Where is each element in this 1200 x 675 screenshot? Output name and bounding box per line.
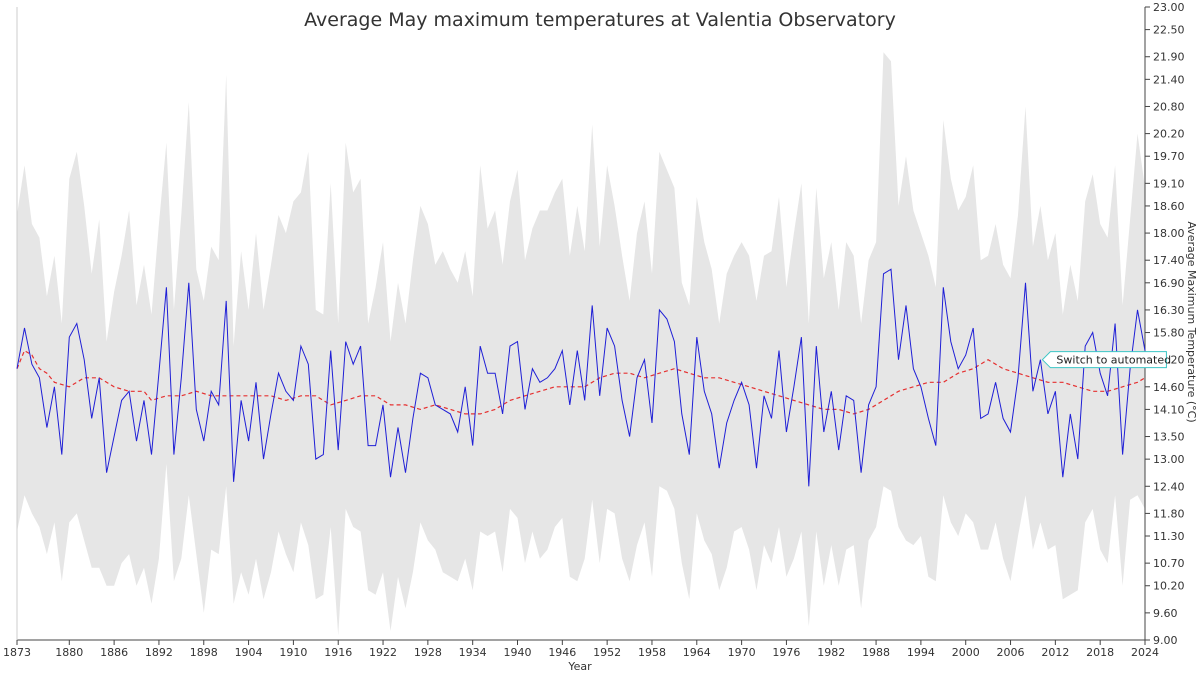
x-tick-label: 1898 (190, 646, 218, 659)
x-tick-label: 1922 (369, 646, 397, 659)
y-tick-label: 10.20 (1153, 580, 1185, 593)
x-tick-label: 2018 (1086, 646, 1114, 659)
y-tick-label: 16.90 (1153, 277, 1185, 290)
x-tick-label: 2024 (1131, 646, 1159, 659)
x-tick-label: 1988 (862, 646, 890, 659)
x-tick-label: 1910 (279, 646, 307, 659)
x-tick-label: 1904 (235, 646, 263, 659)
x-tick-label: 1892 (145, 646, 173, 659)
x-tick-label: 1928 (414, 646, 442, 659)
annotation-callout (1041, 351, 1167, 369)
x-tick-label: 1994 (907, 646, 935, 659)
axes-layer (16, 7, 1146, 641)
x-tick-label: 1934 (459, 646, 487, 659)
x-tick-layer: 1873 1880 1886 1892 1898 1904 1910 1916 1922 1928… (3, 640, 1159, 659)
series-line (16, 268, 1146, 487)
x-tick-label: 1958 (638, 646, 666, 659)
y-tick-label: 18.00 (1153, 227, 1185, 240)
y-tick-label: 21.40 (1153, 73, 1185, 86)
x-tick-label: 1946 (548, 646, 576, 659)
chart-title: Average May maximum temperatures at Vale… (304, 9, 896, 31)
smoothed-line-layer (16, 349, 1146, 415)
y-tick-label: 20.80 (1153, 100, 1185, 113)
x-tick-label: 1952 (593, 646, 621, 659)
x-tick-label: 1976 (772, 646, 800, 659)
y-tick-label: 13.50 (1153, 431, 1185, 444)
y-tick-label: 11.80 (1153, 507, 1185, 520)
annotation-label: Switch to automated (1056, 354, 1171, 367)
y-tick-label: 9.00 (1153, 634, 1178, 647)
smoothed-trend-line (16, 349, 1146, 415)
y-tick-label: 14.60 (1153, 381, 1185, 394)
y-tick-label: 13.00 (1153, 453, 1185, 466)
y-tick-label: 20.20 (1153, 128, 1185, 141)
y-tick-label: 9.60 (1153, 607, 1178, 620)
x-tick-label: 1970 (728, 646, 756, 659)
x-tick-label: 1964 (683, 646, 711, 659)
x-tick-label: 1886 (100, 646, 128, 659)
x-axis-label: Year (567, 660, 592, 673)
y-tick-label: 23.00 (1153, 1, 1185, 14)
y-tick-label: 14.10 (1153, 403, 1185, 416)
y-tick-label: 16.30 (1153, 304, 1185, 317)
range-band-layer (17, 52, 1145, 636)
y-tick-label: 15.80 (1153, 327, 1185, 340)
x-tick-label: 1873 (3, 646, 31, 659)
x-tick-label: 1880 (55, 646, 83, 659)
x-tick-label: 2006 (997, 646, 1025, 659)
x-tick-label: 2000 (952, 646, 980, 659)
series-line-layer (16, 268, 1146, 487)
x-tick-label: 1916 (324, 646, 352, 659)
y-tick-label: 17.40 (1153, 254, 1185, 267)
y-tick-label: 18.60 (1153, 200, 1185, 213)
x-tick-label: 1982 (817, 646, 845, 659)
y-tick-label: 12.40 (1153, 480, 1185, 493)
y-tick-layer: 9.00 9.60 10.20 10.70 11.30 11.80 12.40 13.00 13… (1145, 1, 1185, 647)
y-tick-label: 11.30 (1153, 530, 1185, 543)
x-tick-label: 1940 (504, 646, 532, 659)
y-tick-label: 19.70 (1153, 150, 1185, 163)
switch-annotation: Switch to automated (1041, 351, 1171, 369)
range-band (17, 52, 1145, 636)
x-tick-label: 2012 (1041, 646, 1069, 659)
y-tick-label: 10.70 (1153, 557, 1185, 570)
y-tick-label: 22.50 (1153, 24, 1185, 37)
y-axis-label: Average Maximum Temperature (°C) (1185, 221, 1198, 422)
y-tick-label: 21.90 (1153, 51, 1185, 64)
y-tick-label: 19.10 (1153, 177, 1185, 190)
